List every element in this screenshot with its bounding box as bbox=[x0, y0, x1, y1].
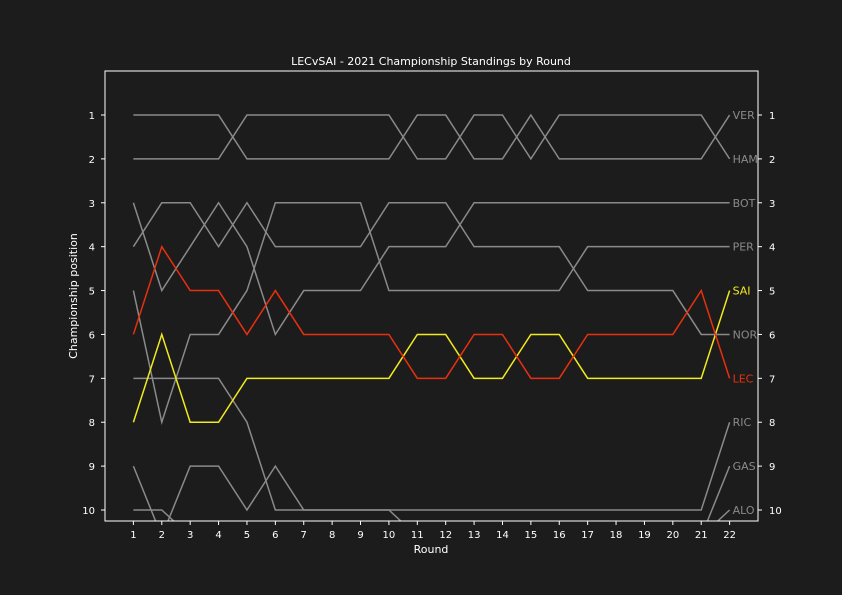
line-label-ham: HAM bbox=[733, 153, 758, 166]
chart-title: LECvSAI - 2021 Championship Standings by… bbox=[291, 55, 571, 68]
x-tick-label: 11 bbox=[411, 530, 424, 541]
right-tick-label: 10 bbox=[769, 506, 782, 517]
y-axis: 1 2 3 4 5 6 7 8 9 10 bbox=[82, 111, 105, 517]
series-line-ham bbox=[133, 114, 731, 161]
x-tick-label: 4 bbox=[215, 530, 221, 541]
x-tick-label: 3 bbox=[187, 530, 193, 541]
line-end-labels: VER HAM BOT PER SAI NOR LEC RIC GAS ALO bbox=[733, 109, 758, 517]
series-line-lec bbox=[132, 244, 731, 380]
y-tick-label: 7 bbox=[89, 374, 95, 385]
x-tick-label: 15 bbox=[525, 530, 538, 541]
right-tick-label: 2 bbox=[769, 155, 775, 166]
y-tick-label: 8 bbox=[89, 418, 95, 429]
line-label-sai: SAI bbox=[733, 285, 751, 298]
right-tick-label: 6 bbox=[769, 330, 775, 341]
right-tick-label: 8 bbox=[769, 418, 775, 429]
x-tick-label: 6 bbox=[272, 530, 278, 541]
x-tick-label: 8 bbox=[329, 530, 335, 541]
y-tick-label: 3 bbox=[89, 199, 95, 210]
x-axis-label: Round bbox=[414, 543, 449, 556]
y-tick-label: 6 bbox=[89, 330, 95, 341]
x-tick-label: 20 bbox=[666, 530, 679, 541]
plot-frame bbox=[104, 70, 759, 522]
right-tick-label: 4 bbox=[769, 243, 775, 254]
y-tick-label: 4 bbox=[89, 243, 95, 254]
line-label-per: PER bbox=[733, 241, 755, 254]
y-tick-label: 5 bbox=[89, 287, 95, 298]
right-tick-label: 7 bbox=[769, 374, 775, 385]
right-tick-label: 5 bbox=[769, 287, 775, 298]
y-axis-label: Championship position bbox=[67, 233, 80, 359]
x-tick-label: 7 bbox=[301, 530, 307, 541]
y-tick-label: 10 bbox=[82, 506, 95, 517]
x-tick-label: 22 bbox=[723, 530, 736, 541]
x-tick-label: 18 bbox=[610, 530, 623, 541]
x-tick-label: 12 bbox=[439, 530, 452, 541]
right-tick-label: 1 bbox=[769, 111, 775, 122]
x-tick-label: 16 bbox=[553, 530, 566, 541]
x-tick-label: 17 bbox=[581, 530, 594, 541]
right-tick-label: 3 bbox=[769, 199, 775, 210]
x-tick-label: 9 bbox=[357, 530, 363, 541]
x-tick-label: 14 bbox=[496, 530, 509, 541]
y-tick-label: 2 bbox=[89, 155, 95, 166]
right-axis: 1 2 3 4 5 6 7 8 9 10 bbox=[758, 111, 782, 517]
y-tick-label: 9 bbox=[89, 462, 95, 473]
line-label-gas: GAS bbox=[733, 460, 756, 473]
x-tick-label: 2 bbox=[159, 530, 165, 541]
line-label-nor: NOR bbox=[733, 328, 758, 341]
y-tick-label: 1 bbox=[89, 111, 95, 122]
line-label-lec: LEC bbox=[733, 372, 754, 385]
x-tick-label: 21 bbox=[695, 530, 708, 541]
series-line-gas bbox=[132, 464, 731, 521]
series-line-sai bbox=[132, 290, 731, 423]
x-tick-label: 19 bbox=[638, 530, 651, 541]
x-tick-label: 13 bbox=[468, 530, 481, 541]
right-tick-label: 9 bbox=[769, 462, 775, 473]
x-axis: 1 2 3 4 5 6 7 8 9 10 11 12 13 14 15 16 17 18 19 20 21 22 bbox=[130, 521, 736, 541]
series-line-nor bbox=[132, 201, 730, 336]
x-tick-label: 1 bbox=[130, 530, 136, 541]
line-label-bot: BOT bbox=[733, 197, 756, 210]
line-label-ver: VER bbox=[733, 109, 755, 122]
line-label-alo: ALO bbox=[733, 504, 755, 517]
x-tick-label: 10 bbox=[383, 530, 396, 541]
line-label-ric: RIC bbox=[733, 416, 752, 429]
plot-area bbox=[132, 113, 731, 521]
x-tick-label: 5 bbox=[244, 530, 250, 541]
